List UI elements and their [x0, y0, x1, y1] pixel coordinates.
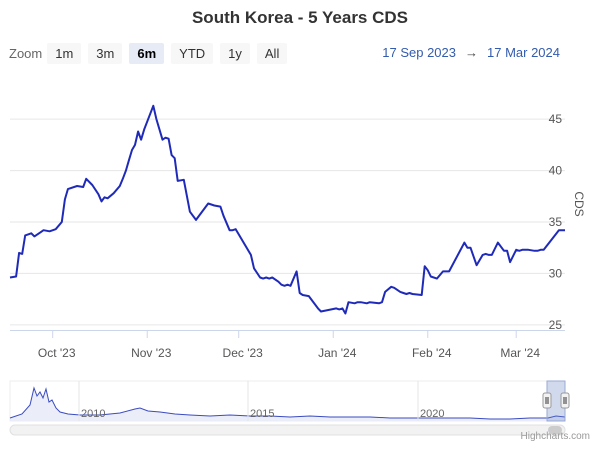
navigator-year-label: 2020 [420, 408, 444, 420]
zoom-button-6m[interactable]: 6m [129, 42, 165, 64]
y-tick-label: 45 [549, 112, 563, 126]
x-tick-label: Nov '23 [131, 346, 172, 360]
y-tick-label: 40 [549, 164, 563, 178]
zoom-button-1y[interactable]: 1y [220, 42, 250, 64]
navigator[interactable]: 2010 2015 2020 [9, 380, 570, 436]
range-to-input[interactable]: 17 Mar 2024 [487, 45, 560, 60]
zoom-button-ytd[interactable]: YTD [171, 42, 214, 64]
cds-series-line [9, 104, 565, 315]
grid-lines [10, 118, 565, 326]
y-tick-label: 30 [549, 266, 563, 280]
y-axis-title: CDS [572, 191, 586, 216]
chart-title: South Korea - 5 Years CDS [191, 8, 409, 27]
x-tick-label: Mar '24 [500, 346, 540, 360]
scrollbar-thumb[interactable] [548, 426, 562, 434]
credits-link[interactable]: Highcharts.com [520, 431, 590, 442]
series-layer [9, 104, 565, 315]
x-tick-label: Dec '23 [223, 346, 264, 360]
navigator-year-label: 2015 [250, 408, 274, 420]
zoom-label: Zoom [9, 45, 43, 61]
axes: 25 30 35 40 45 CDS Oct '23 Nov '23 Dec '23 Jan '2… [10, 112, 586, 360]
x-tick-label: Jan '24 [318, 346, 357, 360]
date-range: 17 Sep 2023 → 17 Mar 2024 [382, 45, 560, 60]
x-tick-label: Oct '23 [38, 346, 76, 360]
navigator-year-label: 2010 [81, 408, 105, 420]
y-tick-label: 25 [549, 318, 563, 332]
range-arrow: → [465, 45, 478, 60]
zoom-button-all[interactable]: All [256, 42, 288, 64]
navigator-area [10, 388, 565, 421]
navigator-line [9, 386, 566, 420]
range-selector: Zoom 1m 3m 6m YTD 1y All [9, 42, 294, 64]
navigator-handle-right[interactable] [560, 392, 570, 409]
zoom-button-1m[interactable]: 1m [47, 42, 82, 64]
navigator-scrollbar[interactable] [9, 424, 566, 436]
navigator-handle-left[interactable] [542, 392, 552, 409]
y-tick-label: 35 [549, 215, 563, 229]
zoom-button-3m[interactable]: 3m [88, 42, 123, 64]
x-tick-label: Feb '24 [412, 346, 452, 360]
range-from-input[interactable]: 17 Sep 2023 [382, 45, 456, 60]
